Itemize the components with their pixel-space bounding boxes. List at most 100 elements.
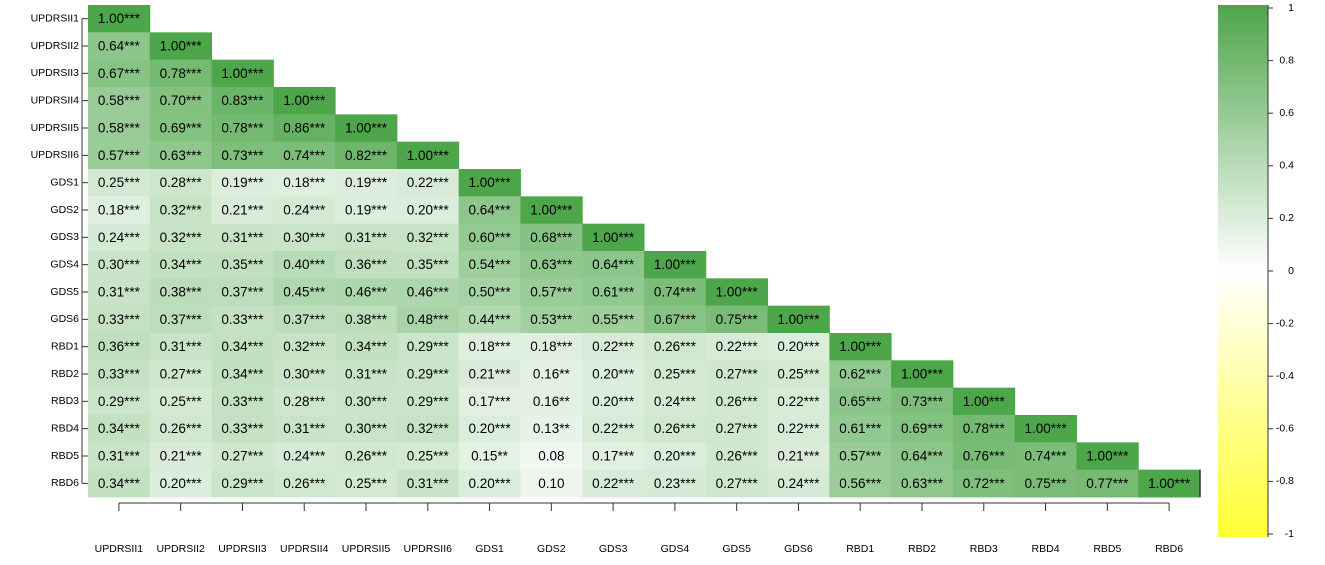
y-axis-label: GDS5 (50, 286, 79, 298)
colorbar-tick-label: -0.4 (1276, 370, 1294, 382)
cell-label: 0.20*** (777, 339, 820, 354)
colorbar-tick-label: -0.2 (1276, 317, 1294, 329)
heatmap-cell (829, 415, 892, 443)
cell-label: 0.25*** (777, 367, 820, 382)
heatmap-cell (211, 196, 274, 225)
heatmap-cell (88, 59, 151, 88)
heatmap-cell (335, 360, 398, 389)
cell-label: 0.30*** (345, 421, 388, 436)
cell-label: 1.00*** (345, 121, 388, 136)
cell-label: 0.22*** (777, 421, 820, 436)
x-axis-label: GDS5 (722, 543, 751, 555)
colorbar (1218, 5, 1268, 537)
cell-label: 0.19*** (345, 175, 388, 190)
cell-label: 0.19*** (221, 175, 264, 190)
heatmap-cell (520, 196, 583, 225)
heatmap-cell (891, 360, 954, 389)
cell-label: 0.32*** (407, 421, 450, 436)
cell-label: 0.31*** (221, 230, 264, 245)
cell-label: 0.75*** (716, 312, 759, 327)
x-axis-label: UPDRSII2 (156, 543, 205, 555)
heatmap-cell (705, 469, 769, 498)
cell-label: 1.00*** (592, 230, 635, 245)
cell-label: 0.56*** (839, 476, 882, 491)
heatmap-cell (644, 469, 707, 498)
cell-label: 0.40*** (283, 257, 326, 272)
heatmap-cell (891, 442, 954, 471)
cell-label: 0.20*** (407, 203, 450, 218)
cell-label: 0.86*** (283, 121, 326, 136)
cell-label: 0.21*** (160, 449, 203, 464)
heatmap-cell (767, 333, 830, 361)
cell-label: 0.67*** (98, 66, 141, 81)
cell-label: 0.31*** (98, 449, 141, 464)
cell-label: 0.29*** (407, 367, 450, 382)
cell-label: 0.10 (538, 476, 564, 491)
heatmap-cell (149, 278, 213, 307)
heatmap-cell (149, 251, 213, 279)
cell-label: 0.73*** (221, 148, 264, 163)
cell-label: 0.58*** (98, 121, 141, 136)
heatmap-cell (520, 387, 583, 416)
cell-label: 0.25*** (160, 394, 203, 409)
cell-label: 0.34*** (98, 421, 141, 436)
heatmap-cell (705, 415, 769, 443)
heatmap-cell (149, 169, 213, 197)
cell-label: 0.26*** (160, 421, 203, 436)
heatmap-cell (520, 442, 583, 471)
cell-label: 1.00*** (98, 11, 141, 26)
heatmap-cell (396, 251, 460, 279)
heatmap-cell (149, 114, 213, 143)
heatmap-cell (273, 469, 336, 498)
cell-label: 1.00*** (160, 39, 203, 54)
heatmap-cell (396, 442, 460, 471)
heatmap-cell (396, 141, 460, 170)
heatmap-cell (273, 387, 336, 416)
heatmap-cell (458, 278, 521, 307)
heatmap-cell (582, 469, 645, 498)
heatmap-cell (458, 387, 521, 416)
cell-label: 0.44*** (469, 312, 512, 327)
heatmap-cell (458, 360, 521, 389)
cell-label: 1.00*** (654, 257, 697, 272)
heatmap-cell (88, 469, 151, 498)
x-axis-label: RBD5 (1093, 543, 1121, 555)
cell-label: 0.61*** (839, 421, 882, 436)
heatmap-cell (149, 333, 213, 361)
cell-label: 0.18*** (530, 339, 573, 354)
y-axis-label: UPDRSII4 (31, 94, 80, 106)
cell-label: 0.18*** (98, 203, 141, 218)
heatmap-cell (582, 251, 645, 279)
heatmap-cell (88, 442, 151, 471)
cell-label: 0.32*** (160, 230, 203, 245)
heatmap-cell (211, 251, 274, 279)
heatmap-cell (458, 305, 521, 334)
cell-label: 1.00*** (530, 203, 573, 218)
heatmap-cell (273, 196, 336, 225)
heatmap-cell (952, 469, 1016, 498)
cell-label: 1.00*** (407, 148, 450, 163)
cell-label: 0.27*** (716, 476, 759, 491)
cell-label: 0.53*** (530, 312, 573, 327)
heatmap-cell (582, 333, 645, 361)
heatmap-cell (149, 59, 213, 88)
heatmap-cell (891, 387, 954, 416)
heatmap-cell (520, 223, 583, 252)
cell-label: 0.61*** (592, 285, 635, 300)
cell-label: 0.27*** (716, 421, 759, 436)
cell-label: 0.19*** (345, 203, 388, 218)
heatmap-cell (1014, 442, 1077, 471)
heatmap-cell (705, 442, 769, 471)
heatmap-cell (520, 415, 583, 443)
heatmap-cell (149, 387, 213, 416)
heatmap-cell (88, 415, 151, 443)
y-axis-label: GDS1 (50, 176, 79, 188)
cell-label: 0.31*** (345, 367, 388, 382)
colorbar-tick-label: 0.8 (1279, 54, 1294, 66)
heatmap-cell (582, 415, 645, 443)
x-axis-label: RBD6 (1155, 543, 1183, 555)
cell-label: 0.76*** (963, 449, 1006, 464)
cell-label: 0.26*** (654, 339, 697, 354)
cell-label: 0.33*** (98, 312, 141, 327)
heatmap-cell (211, 469, 274, 498)
